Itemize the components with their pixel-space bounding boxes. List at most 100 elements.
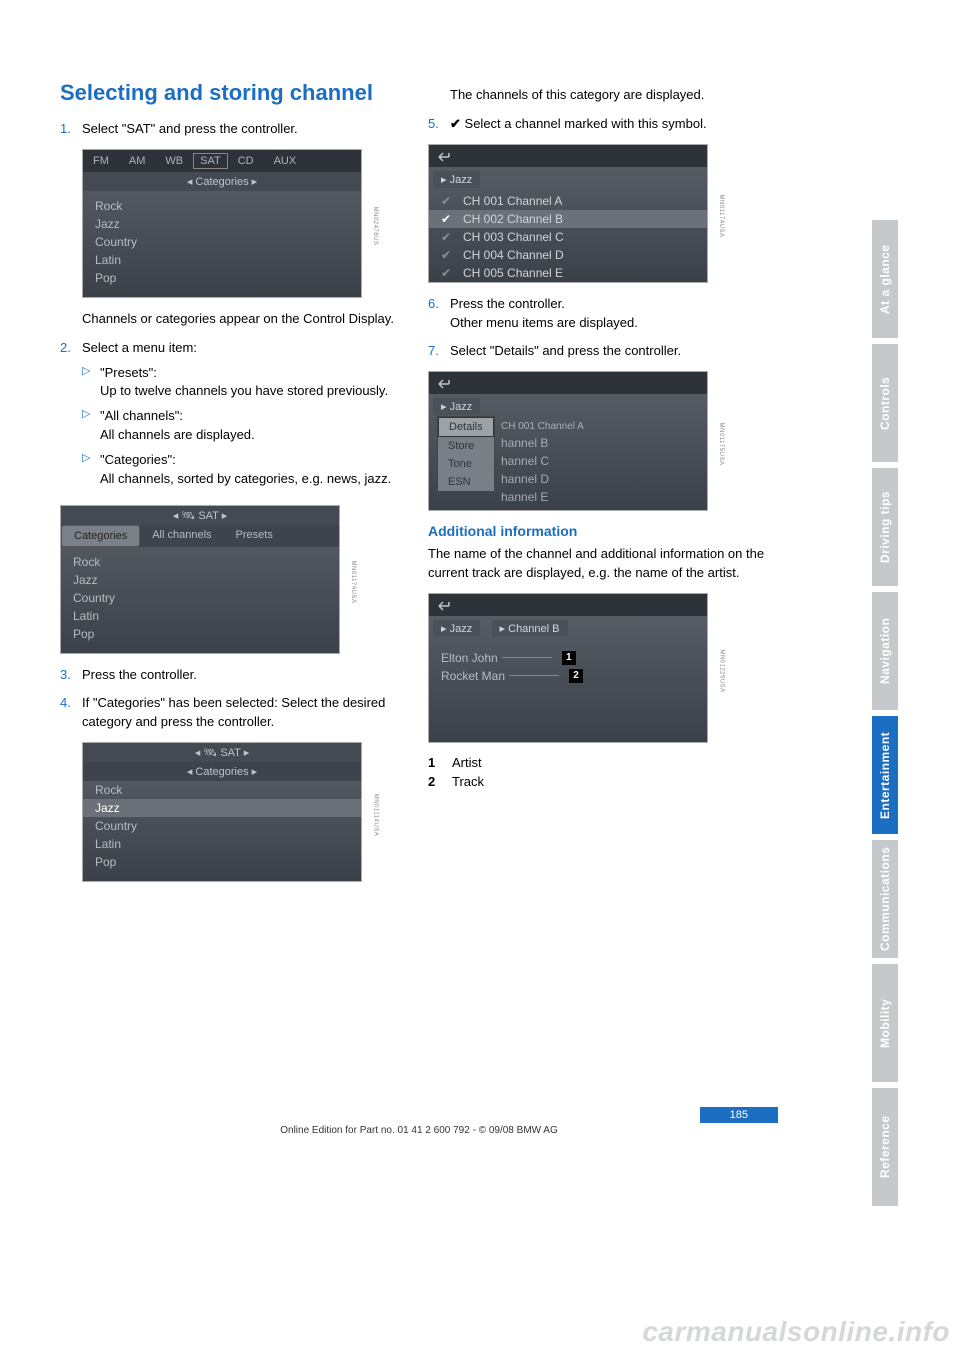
ss4-crumb-row: ▸ Jazz [429,167,707,192]
left-column: Selecting and storing channel 1. Select … [60,80,400,894]
sub-head: "Presets": [100,365,157,380]
watermark: carmanualsonline.info [642,1316,950,1348]
ss1-tab-fm: FM [83,155,119,167]
ss4-crumb: ▸ Jazz [433,171,480,188]
tab-entertainment[interactable]: Entertainment [872,716,898,834]
ch-label: CH 004 Channel D [463,248,564,262]
step-text: Select a menu item: ▷ "Presets": Up to t… [82,339,400,495]
sub-item: ▷ "Presets": Up to twelve channels you h… [82,364,400,402]
tab-mobility[interactable]: Mobility [872,964,898,1082]
ss3-secondbar: ◂ Categories ▸ [83,762,361,781]
sub-body: "All channels": All channels are display… [100,407,400,445]
popup-item-tone: Tone [438,455,494,473]
ss1-tab-wb: WB [155,155,193,167]
detail-line-1: Elton John 1 [441,649,695,667]
ss6-crumb1: ▸ Jazz [433,620,480,637]
right-column: The channels of this category are displa… [428,80,768,894]
step-2: 2. Select a menu item: ▷ "Presets": Up t… [60,339,400,495]
sub-head: "Categories": [100,452,176,467]
legend-text: Artist [452,755,482,770]
popup-item-store: Store [438,437,494,455]
ss2-row: Pop [73,625,327,643]
ss3-row: Country [95,817,349,835]
ss3-row: Pop [95,853,349,871]
ss1-tab-aux: AUX [264,155,307,167]
ss1-row: Rock [95,197,349,215]
legend-text: Track [452,774,484,789]
ss1-topbar: FM AM WB SAT CD AUX [83,150,361,172]
step-number: 4. [60,694,82,732]
back-icon [437,600,453,612]
ss4-backrow [429,145,707,167]
ss5-row: hannel C [489,452,707,470]
leader-line [509,675,559,676]
sub-item: ▷ "Categories": All channels, sorted by … [82,451,400,489]
ss2-tab-all: All channels [140,525,223,547]
sub-item: ▷ "All channels": All channels are displ… [82,407,400,445]
legend-row: 1 Artist [428,755,768,770]
step5-text: Select a channel marked with this symbol… [465,116,707,131]
artist-name: Elton John [441,651,498,665]
ss5-row: hannel D [489,470,707,488]
leader-line [502,657,552,658]
ss6-lines: Elton John 1 Rocket Man 2 [429,641,707,693]
additional-info-heading: Additional information [428,523,768,539]
steps-list-left-2: 2. Select a menu item: ▷ "Presets": Up t… [60,339,400,495]
tab-at-a-glance[interactable]: At a glance [872,220,898,338]
ss3-code: MN01114USA [372,794,378,836]
ss5-row: CH 001 Channel A [489,419,707,434]
ss6-crumb2: ▸ Channel B [492,620,568,637]
ss2-header: ◂ 🛰 SAT ▸ [61,506,339,525]
tab-controls[interactable]: Controls [872,344,898,462]
ss4-row: ✔CH 003 Channel C [429,228,707,246]
tab-driving-tips[interactable]: Driving tips [872,468,898,586]
ss1-tab-sat: SAT [193,153,228,169]
ss1-row: Jazz [95,215,349,233]
step-text: Press the controller. Other menu items a… [450,295,768,333]
ss2-list: Rock Jazz Country Latin Pop [61,547,339,653]
ss6-backrow [429,594,707,616]
page-footer: 185 Online Edition for Part no. 01 41 2 … [0,1107,838,1136]
screenshot-1: FM AM WB SAT CD AUX ◂ Categories ▸ Rock … [82,149,362,298]
step-text: Select "Details" and press the controlle… [450,342,768,361]
ss2-row: Latin [73,607,327,625]
ss2-row: Rock [73,553,327,571]
step-number: 1. [60,120,82,139]
check-icon: ✔ [450,116,461,131]
tab-reference[interactable]: Reference [872,1088,898,1206]
step-1: 1. Select "SAT" and press the controller… [60,120,400,139]
step-4: 4. If "Categories" has been selected: Se… [60,694,400,732]
footer-text: Online Edition for Part no. 01 41 2 600 … [0,1125,838,1136]
triangle-icon: ▷ [82,364,100,402]
steps-list-right-2: 6. Press the controller. Other menu item… [428,295,768,362]
back-icon [437,151,453,163]
step-number: 6. [428,295,450,333]
ss2-tabs: Categories All channels Presets [61,525,339,547]
tab-navigation[interactable]: Navigation [872,592,898,710]
page-number: 185 [700,1107,778,1123]
screenshot-3: ◂ 🛰 SAT ▸ ◂ Categories ▸ Rock Jazz Count… [82,742,362,882]
ss6-code: MN01225USA [718,649,724,692]
ch-label: CH 001 Channel A [463,194,562,208]
ch-label: hannel E [501,490,548,504]
page-content: Selecting and storing channel 1. Select … [0,0,838,1200]
ss3-row-selected: Jazz [83,799,361,817]
step-number: 7. [428,342,450,361]
legend-num: 2 [428,774,452,789]
ss1-row: Pop [95,269,349,287]
ss4-row: ✔CH 005 Channel E [429,264,707,282]
ss5-crumb: ▸ Jazz [433,398,480,415]
screenshot-2: ◂ 🛰 SAT ▸ Categories All channels Preset… [60,505,340,654]
ss2-tab-categories: Categories [61,525,140,547]
step-number: 2. [60,339,82,495]
step-number: 5. [428,115,450,134]
step-text: ✔ Select a channel marked with this symb… [450,115,768,134]
tab-communications[interactable]: Communications [872,840,898,958]
track-name: Rocket Man [441,669,505,683]
detail-line-2: Rocket Man 2 [441,667,695,685]
ss2-tab-presets: Presets [224,525,285,547]
step1-continuation: Channels or categories appear on the Con… [82,310,400,329]
ch-label: CH 001 Channel A [501,421,584,432]
legend-num: 1 [428,755,452,770]
step-6: 6. Press the controller. Other menu item… [428,295,768,333]
